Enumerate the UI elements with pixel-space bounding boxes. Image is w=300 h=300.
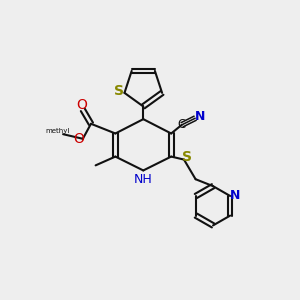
Text: methyl: methyl [46,128,70,134]
Text: N: N [195,110,205,123]
Text: S: S [114,84,124,98]
Text: O: O [73,132,84,146]
Text: NH: NH [134,173,153,186]
Text: N: N [230,189,241,202]
Text: O: O [77,98,88,112]
Text: S: S [182,150,192,164]
Text: C: C [178,118,186,131]
